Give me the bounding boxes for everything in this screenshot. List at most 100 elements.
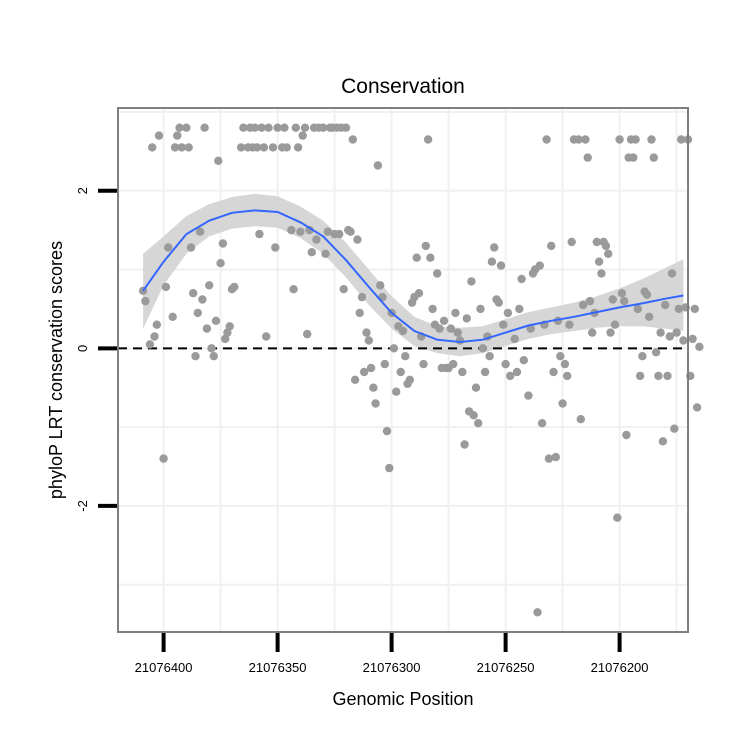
data-point (193, 308, 202, 318)
x-tick-label: 21076300 (363, 660, 421, 675)
data-point (264, 123, 273, 132)
data-point (239, 123, 248, 132)
y-axis-ticks: 2 0 -2 (75, 187, 117, 512)
data-point (565, 320, 574, 329)
data-point (428, 304, 437, 314)
data-point (608, 295, 617, 304)
data-point (214, 156, 223, 165)
data-point (446, 324, 456, 333)
data-point (526, 324, 535, 333)
data-point (398, 326, 408, 336)
data-point (613, 513, 622, 522)
data-point (544, 454, 554, 463)
data-point (159, 454, 168, 463)
data-point (588, 328, 597, 337)
data-point (469, 411, 478, 420)
data-point (371, 399, 380, 408)
data-point (268, 143, 278, 152)
data-point (449, 359, 458, 369)
y-tick-label: 0 (75, 345, 90, 352)
data-point (533, 608, 542, 617)
data-point (542, 135, 551, 144)
data-point (389, 344, 399, 353)
data-point (661, 300, 670, 310)
data-point (236, 143, 246, 152)
data-point (250, 123, 259, 132)
data-point (154, 131, 164, 140)
data-point (439, 316, 449, 325)
data-point (305, 225, 314, 235)
data-point (631, 135, 640, 144)
data-point (604, 249, 613, 258)
data-point (535, 261, 544, 270)
data-point (223, 328, 232, 337)
data-point (198, 295, 207, 304)
data-point (665, 332, 674, 341)
data-point (257, 123, 266, 132)
x-tick-label: 21076200 (591, 660, 649, 675)
data-point (353, 235, 362, 244)
data-point (216, 259, 225, 268)
data-point (298, 131, 307, 140)
data-point (385, 463, 394, 473)
data-point (656, 328, 665, 337)
data-point (173, 131, 182, 140)
data-point (496, 261, 506, 270)
data-point (567, 237, 576, 247)
data-point (672, 328, 681, 337)
data-point (307, 248, 316, 257)
data-point (551, 452, 560, 462)
data-point (674, 304, 684, 314)
data-point (654, 371, 663, 381)
data-point (373, 161, 383, 170)
data-point (581, 135, 590, 144)
data-point (293, 143, 303, 152)
data-point (519, 356, 528, 365)
data-point (426, 253, 435, 262)
data-point (478, 344, 487, 353)
data-point (649, 153, 658, 162)
data-point (663, 371, 672, 381)
data-point (319, 123, 328, 132)
data-point (610, 320, 620, 329)
data-point (592, 237, 601, 247)
data-point (462, 314, 471, 323)
data-point (262, 332, 271, 341)
data-point (455, 336, 465, 345)
data-point (474, 419, 483, 428)
data-point (501, 359, 510, 369)
data-point (287, 225, 296, 235)
data-point (560, 359, 570, 369)
x-tick-label: 21076250 (477, 660, 535, 675)
smooth-line (142, 209, 684, 344)
smooth-line-group (142, 209, 684, 344)
data-point (362, 328, 371, 337)
data-point (563, 371, 572, 381)
data-point (209, 352, 218, 361)
data-point (164, 243, 173, 252)
data-point (355, 308, 364, 318)
data-point (282, 143, 291, 152)
data-point (510, 334, 519, 344)
data-point (451, 308, 460, 318)
data-point (690, 304, 699, 314)
data-point (170, 143, 180, 152)
data-point (594, 257, 604, 266)
data-point (617, 289, 627, 298)
data-point (677, 135, 686, 144)
data-point (364, 336, 373, 345)
data-point (401, 352, 410, 361)
data-point (205, 281, 214, 290)
data-point (517, 274, 526, 284)
plot-panel (117, 107, 704, 633)
data-point (622, 430, 631, 440)
panel-border (117, 107, 689, 633)
data-point (414, 289, 424, 298)
data-point (433, 269, 442, 278)
data-point (289, 285, 298, 294)
data-point (506, 371, 515, 381)
confidence-band (143, 193, 684, 357)
data-point (547, 241, 556, 251)
data-point (141, 296, 150, 306)
data-point (341, 123, 351, 132)
